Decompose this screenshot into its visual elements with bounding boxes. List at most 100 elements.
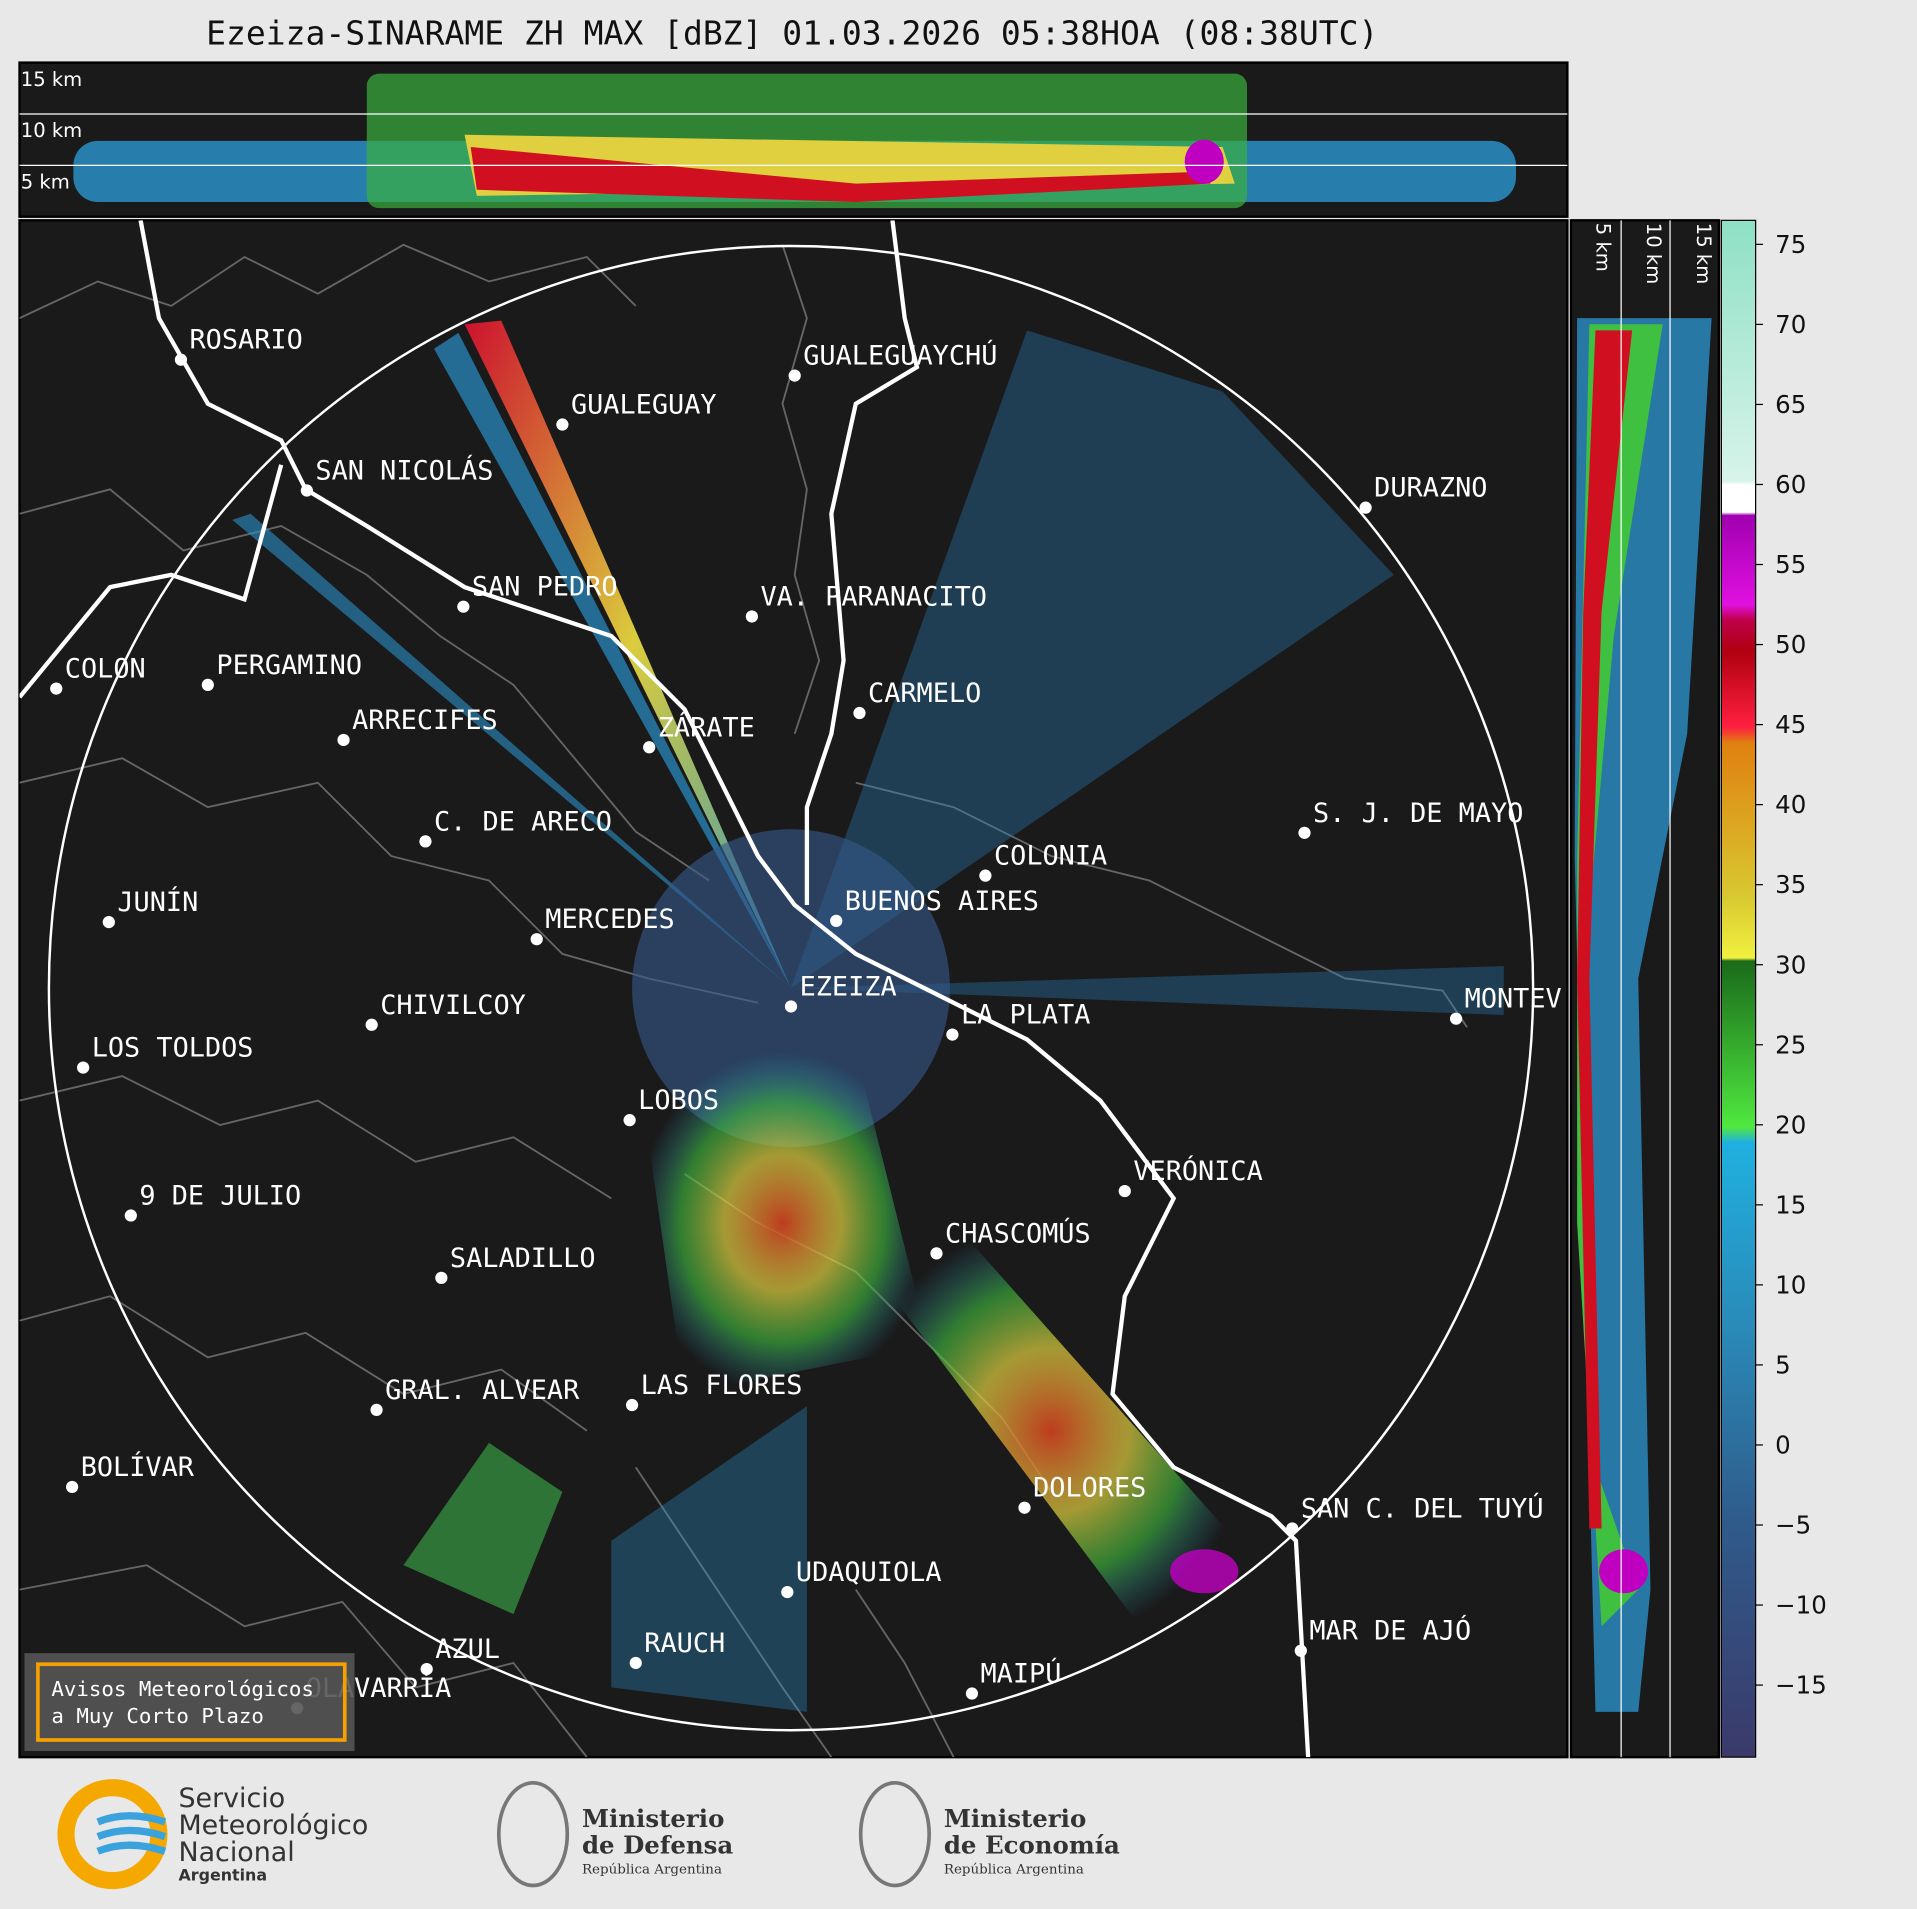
city-label: DOLORES <box>1033 1473 1146 1504</box>
city-label: SAN NICOLÁS <box>315 455 493 487</box>
notice-text: Avisos Meteorológicos <box>51 1677 314 1701</box>
city-dot <box>629 1656 642 1670</box>
city-dot <box>457 600 470 613</box>
city-dot <box>556 418 569 431</box>
city-dot <box>784 1000 798 1013</box>
logo-text: de Defensa <box>582 1831 733 1860</box>
city-dot <box>66 1480 79 1494</box>
city-label: MONTEV <box>1465 984 1562 1015</box>
colorbar <box>1720 219 1757 1758</box>
logo-smn: Servicio Meteorológico Nacional Argentin… <box>57 1779 368 1890</box>
city-dot <box>300 484 313 497</box>
colorbar-tick-label: −15 <box>1775 1671 1827 1700</box>
city-label: UDAQUIOLA <box>796 1557 942 1588</box>
city-dot <box>946 1028 959 1041</box>
city-label: AZUL <box>435 1634 500 1665</box>
city-dot <box>1018 1501 1031 1514</box>
city-label: BUENOS AIRES <box>845 886 1039 917</box>
notice-text: a Muy Corto Plazo <box>51 1704 264 1728</box>
colorbar-tick-label: 45 <box>1775 710 1806 739</box>
colorbar-tick-label: 25 <box>1775 1030 1806 1059</box>
height-label: 15 km <box>1692 223 1715 284</box>
city-label: ZÁRATE <box>658 711 755 743</box>
city-label: GUALEGUAYCHÚ <box>803 340 997 372</box>
city-dot <box>435 1271 448 1284</box>
city-label: LOBOS <box>638 1085 719 1116</box>
logo-economia: Ministerio de Economía República Argenti… <box>858 1780 1120 1888</box>
range-ring <box>47 244 1535 1732</box>
city-layer: ROSARIO GUALEGUAYCHÚ GUALEGUAY SAN NICOLÁS D… <box>50 325 1562 1715</box>
colorbar-tick-label: 15 <box>1775 1190 1806 1219</box>
city-dot <box>643 741 656 754</box>
city-label: LA PLATA <box>961 1000 1090 1031</box>
notice-box[interactable] <box>36 1662 347 1742</box>
city-dot <box>625 1398 639 1412</box>
city-dot <box>1286 1522 1299 1535</box>
colorbar-tick-label: 0 <box>1775 1431 1791 1460</box>
city-label: 9 DE JULIO <box>139 1181 301 1212</box>
city-dot <box>1118 1184 1131 1198</box>
city-label: RAUCH <box>644 1628 725 1659</box>
city-dot <box>623 1114 636 1127</box>
city-label: CHASCOMÚS <box>945 1217 1091 1249</box>
city-dot <box>337 733 350 747</box>
city-dot <box>124 1209 137 1222</box>
logo-text: República Argentina <box>944 1862 1084 1877</box>
city-label: COLON <box>65 654 146 685</box>
colorbar-tick-label: 70 <box>1775 310 1806 339</box>
city-dot <box>1359 501 1372 514</box>
city-dot <box>965 1687 979 1700</box>
colorbar-tick-label: 65 <box>1775 390 1806 419</box>
logo-text: República Argentina <box>582 1862 722 1877</box>
logo-text: Ministerio <box>944 1804 1086 1833</box>
colorbar-tick-label: 40 <box>1775 790 1806 819</box>
city-dot <box>174 353 188 366</box>
height-label: 10 km <box>21 119 82 142</box>
coastline <box>19 220 1311 1758</box>
city-dot <box>365 1018 378 1031</box>
radar-echoes <box>232 320 1504 1712</box>
colorbar-tick-label: 10 <box>1775 1270 1806 1299</box>
city-dot <box>930 1247 943 1260</box>
city-label: JUNÍN <box>117 886 198 918</box>
city-dot <box>979 869 992 882</box>
city-label: BOLÍVAR <box>81 1451 195 1483</box>
height-label: 15 km <box>21 68 82 91</box>
city-dot <box>102 915 115 929</box>
city-dot <box>788 369 801 382</box>
city-label: CARMELO <box>868 678 981 709</box>
colorbar-tick-label: 55 <box>1775 550 1806 579</box>
logo-text: Meteorológico <box>178 1810 368 1841</box>
colorbar-tick-label: 75 <box>1775 230 1806 259</box>
city-dot <box>201 678 214 692</box>
city-label: C. DE ARECO <box>434 806 612 837</box>
colorbar-tick-label: −10 <box>1775 1591 1827 1620</box>
colorbar-tick-label: 50 <box>1775 630 1806 659</box>
title: Ezeiza-SINARAME ZH MAX [dBZ] 01.03.2026 … <box>206 13 1378 52</box>
city-label: LAS FLORES <box>641 1370 803 1401</box>
colorbar-tick-label: 30 <box>1775 950 1806 979</box>
logo-text: Argentina <box>178 1866 267 1885</box>
side-echoes <box>1574 318 1712 1712</box>
city-dot <box>853 706 866 720</box>
city-dot <box>530 933 543 946</box>
city-label: VERÓNICA <box>1133 1155 1262 1187</box>
logo-text: de Economía <box>944 1831 1120 1860</box>
city-label: EZEIZA <box>800 971 897 1002</box>
city-label: MAIPÚ <box>981 1658 1062 1690</box>
height-label: 5 km <box>21 171 70 194</box>
city-label: PERGAMINO <box>216 650 362 681</box>
notice-bg <box>24 1653 355 1752</box>
city-dot <box>420 1662 433 1676</box>
city-dot <box>77 1061 90 1074</box>
logo-text: Nacional <box>178 1837 294 1868</box>
city-label: GRAL. ALVEAR <box>385 1375 580 1406</box>
city-dot <box>419 835 432 848</box>
colorbar-tick-label: 20 <box>1775 1110 1806 1139</box>
height-label: 10 km <box>1642 223 1665 284</box>
city-label: CHIVILCOY <box>380 990 526 1021</box>
city-dot <box>50 682 63 695</box>
